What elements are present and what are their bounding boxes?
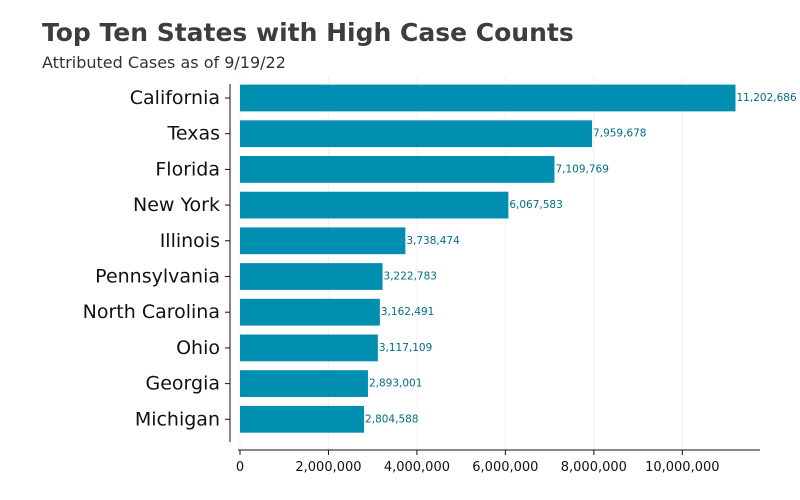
bar-7 xyxy=(240,334,378,362)
data-label-4: 3,738,474 xyxy=(406,235,460,247)
chart-title: Top Ten States with High Case Counts xyxy=(42,18,574,47)
x-tick-label-2: 4,000,000 xyxy=(384,460,450,475)
bar-8 xyxy=(240,370,368,397)
bar-1 xyxy=(240,120,593,148)
bars xyxy=(240,84,736,433)
category-label-0: California xyxy=(130,87,220,109)
data-label-6: 3,162,491 xyxy=(381,306,434,318)
x-tick-label-4: 8,000,000 xyxy=(561,460,627,475)
x-tick-label-0: 0 xyxy=(236,460,244,475)
category-label-9: Michigan xyxy=(135,408,220,430)
bar-0 xyxy=(240,84,736,112)
bar-2 xyxy=(240,156,555,183)
bar-3 xyxy=(240,191,509,219)
category-label-8: Georgia xyxy=(146,373,221,395)
x-tick-label-3: 6,000,000 xyxy=(472,460,538,475)
data-label-9: 2,804,588 xyxy=(365,413,418,425)
chart-subtitle: Attributed Cases as of 9/19/22 xyxy=(42,53,286,72)
category-label-6: North Carolina xyxy=(83,301,220,323)
data-label-0: 11,202,686 xyxy=(737,92,797,104)
category-label-7: Ohio xyxy=(176,337,220,359)
category-label-4: Illinois xyxy=(160,230,220,252)
bar-4 xyxy=(240,227,406,255)
data-label-8: 2,893,001 xyxy=(369,378,422,390)
data-label-7: 3,117,109 xyxy=(379,342,432,354)
category-label-3: New York xyxy=(133,194,220,216)
data-label-1: 7,959,678 xyxy=(593,128,646,140)
data-label-5: 3,222,783 xyxy=(384,271,437,283)
bar-9 xyxy=(240,405,365,433)
category-label-1: Texas xyxy=(166,123,220,145)
x-tick-label-5: 10,000,000 xyxy=(645,460,719,475)
bar-5 xyxy=(240,263,383,290)
x-tick-label-1: 2,000,000 xyxy=(295,460,361,475)
data-label-2: 7,109,769 xyxy=(555,163,608,175)
axes xyxy=(225,84,760,455)
bar-6 xyxy=(240,298,380,326)
category-label-2: Florida xyxy=(155,158,220,180)
data-label-3: 6,067,583 xyxy=(509,199,562,211)
category-label-5: Pennsylvania xyxy=(95,266,220,288)
labels: California 11,202,686 Texas 7,959,678 Florid… xyxy=(83,87,797,475)
